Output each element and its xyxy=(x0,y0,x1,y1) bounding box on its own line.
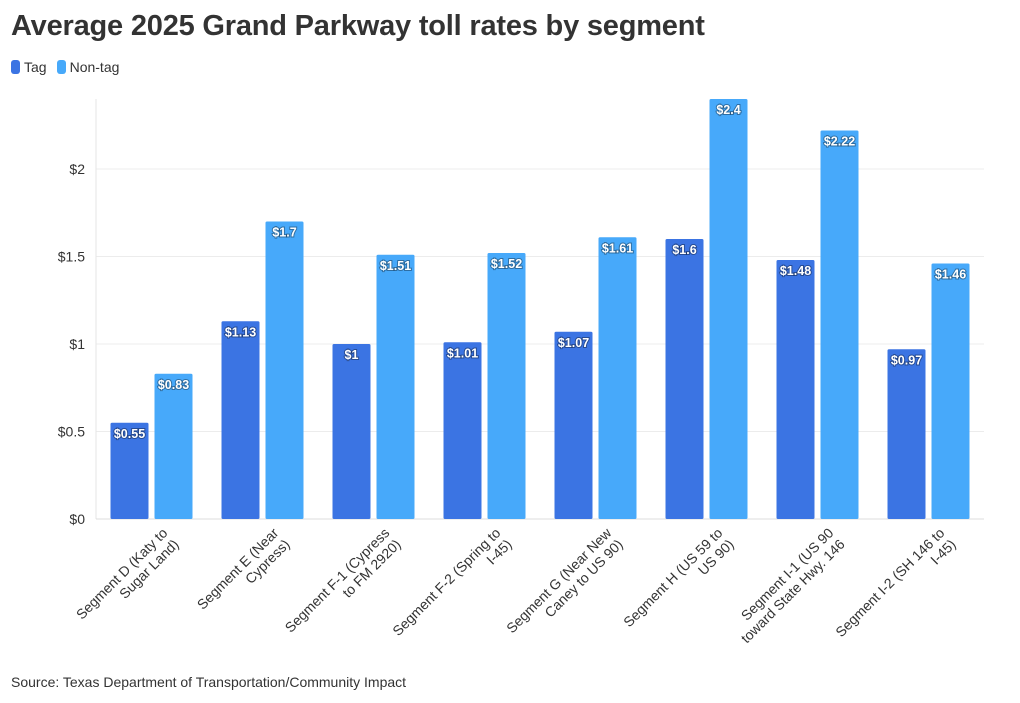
data-label: $0.97 xyxy=(891,353,922,367)
bar-tag xyxy=(221,321,260,519)
bar-tag xyxy=(665,239,704,519)
bar-tag xyxy=(776,260,815,519)
x-tick-label-line: Segment F-2 (Spring to xyxy=(389,524,503,638)
data-label: $1.61 xyxy=(602,241,633,255)
x-tick-label-line: Segment I-2 (SH 146 to xyxy=(832,524,947,639)
x-tick-label-line: Segment G (Near New xyxy=(503,524,615,636)
bar-tag xyxy=(332,344,371,519)
bar-non-tag xyxy=(820,130,859,519)
legend-label-tag: Tag xyxy=(24,59,47,75)
legend: Tag Non-tag xyxy=(11,59,119,75)
bar-non-tag xyxy=(265,221,304,519)
data-label: $2.22 xyxy=(824,135,855,149)
x-tick-label-line: toward State Hwy. 146 xyxy=(738,536,848,646)
bar-tag xyxy=(887,349,926,519)
data-label: $1.52 xyxy=(491,257,522,271)
data-label: $1.6 xyxy=(672,243,696,257)
x-tick-label-line: Segment I-1 (US 90 xyxy=(738,524,837,623)
y-tick-label: $1 xyxy=(69,336,85,352)
x-tick-label-line: Segment H (US 59 to xyxy=(620,524,726,630)
legend-item-non-tag[interactable]: Non-tag xyxy=(56,59,120,75)
bar-non-tag xyxy=(598,237,637,519)
data-label: $1.46 xyxy=(935,268,966,282)
chart-title: Average 2025 Grand Parkway toll rates by… xyxy=(11,10,705,42)
bar-non-tag xyxy=(154,373,193,519)
bar-non-tag xyxy=(376,254,415,519)
legend-label-non-tag: Non-tag xyxy=(69,59,120,75)
y-tick-label: $2 xyxy=(69,161,85,177)
y-tick-label: $0.5 xyxy=(58,424,85,440)
data-label: $1.48 xyxy=(780,264,811,278)
bar-tag xyxy=(554,331,593,519)
data-label: $1 xyxy=(345,348,359,362)
data-label: $1.7 xyxy=(272,226,296,240)
bar-non-tag xyxy=(931,263,970,519)
bar-tag xyxy=(443,342,482,519)
bar-non-tag xyxy=(709,99,748,519)
y-tick-label: $1.5 xyxy=(58,249,85,265)
data-label: $0.83 xyxy=(158,378,189,392)
x-tick-label-line: Segment F-1 (Cypress xyxy=(282,525,393,636)
data-label: $1.51 xyxy=(380,259,411,273)
data-label: $0.55 xyxy=(114,427,145,441)
data-label: $1.07 xyxy=(558,336,589,350)
y-tick-label: $0 xyxy=(69,511,85,527)
data-label: $1.01 xyxy=(447,346,478,360)
legend-swatch-non-tag xyxy=(56,60,66,74)
x-tick-label-line: Segment D (Katy to xyxy=(73,524,171,622)
source-note: Source: Texas Department of Transportati… xyxy=(11,674,407,690)
bar-tag xyxy=(110,422,149,519)
legend-item-tag[interactable]: Tag xyxy=(11,59,47,75)
data-label: $2.4 xyxy=(716,103,740,117)
bar-non-tag xyxy=(487,253,526,519)
x-tick-label: Segment I-2 (SH 146 toI-45) xyxy=(832,524,959,639)
data-label: $1.13 xyxy=(225,325,256,339)
legend-swatch-tag xyxy=(11,60,20,74)
x-tick-label: Segment F-2 (Spring toI-45) xyxy=(389,524,515,638)
bar-chart: $0 $0.5 $1 $1.5 $2 $0.55 $0.83 Segment D (Katy … xyxy=(58,99,984,646)
